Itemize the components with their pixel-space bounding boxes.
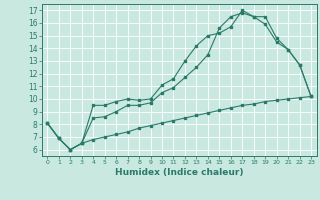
X-axis label: Humidex (Indice chaleur): Humidex (Indice chaleur) <box>115 168 244 177</box>
